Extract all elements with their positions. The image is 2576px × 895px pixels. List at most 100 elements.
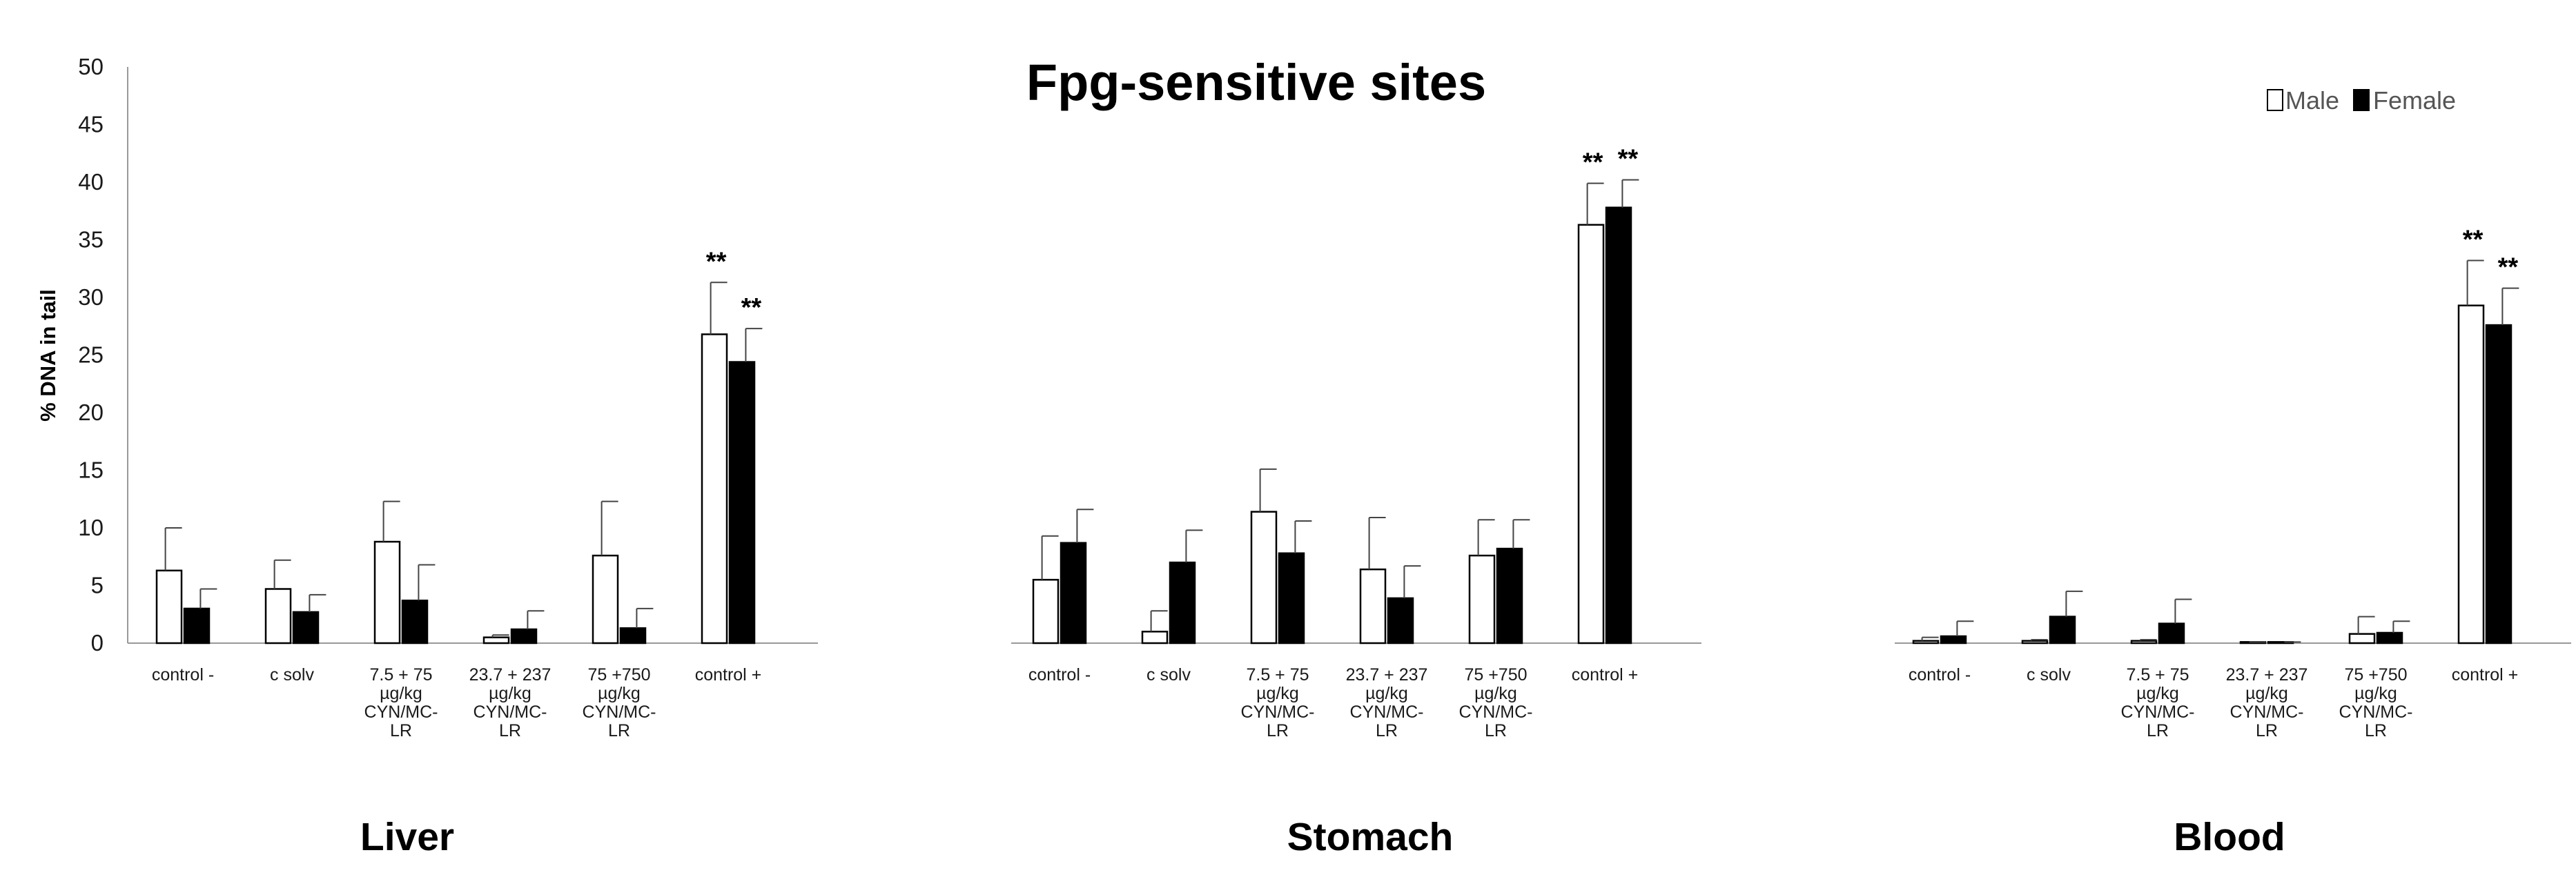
bar-stomach-5-female	[1605, 206, 1632, 645]
category-label-blood-4: µg/kg	[2354, 684, 2397, 703]
bar-blood-4-female	[2376, 631, 2403, 645]
legend-swatch-female	[2353, 89, 2370, 111]
significance-stomach-5-male: **	[1583, 148, 1603, 177]
category-label-stomach-3: LR	[1376, 721, 1398, 740]
y-tick-label-9: 45	[78, 112, 104, 137]
y-tick-label-6: 30	[78, 284, 104, 310]
bar-stomach-5-male	[1577, 224, 1605, 645]
bar-blood-2-male	[2130, 640, 2158, 645]
category-label-liver-3: µg/kg	[489, 684, 531, 703]
bar-liver-1-male	[264, 588, 292, 645]
y-tick-label-7: 35	[78, 227, 104, 253]
bar-stomach-1-female	[1169, 561, 1196, 645]
bar-blood-5-male	[2457, 304, 2485, 645]
category-label-liver-4: LR	[608, 721, 630, 740]
y-tick-label-4: 20	[78, 400, 104, 425]
category-label-blood-5: control +	[2452, 665, 2519, 685]
category-label-blood-3: µg/kg	[2245, 684, 2288, 703]
legend: Male Female	[2267, 86, 2456, 115]
significance-stomach-5-female: **	[1618, 145, 1639, 174]
bar-stomach-2-female	[1278, 552, 1305, 645]
category-label-liver-3: 23.7 + 237	[469, 665, 552, 685]
bar-liver-3-male	[482, 636, 510, 645]
chart-title: Fpg-sensitive sites	[1026, 54, 1486, 111]
category-label-liver-2: µg/kg	[380, 684, 422, 703]
bar-stomach-1-male	[1141, 631, 1169, 645]
bar-blood-1-male	[2021, 640, 2049, 645]
bar-liver-2-male	[373, 540, 401, 645]
bar-liver-4-male	[592, 554, 619, 645]
bar-liver-0-male	[155, 569, 183, 645]
y-tick-label-0: 0	[91, 630, 104, 656]
category-label-liver-1: c solv	[270, 665, 314, 685]
category-label-stomach-2: LR	[1267, 721, 1289, 740]
y-tick-label-8: 40	[78, 169, 104, 195]
category-label-blood-4: CYN/MC-	[2339, 702, 2413, 722]
category-label-liver-2: LR	[390, 721, 412, 740]
bar-stomach-3-female	[1387, 597, 1414, 645]
category-label-stomach-3: CYN/MC-	[1350, 702, 1424, 722]
category-label-liver-2: CYN/MC-	[364, 702, 438, 722]
category-label-liver-2: 7.5 + 75	[369, 665, 432, 685]
legend-label-female: Female	[2373, 86, 2456, 115]
category-label-blood-2: 7.5 + 75	[2126, 665, 2189, 685]
bar-stomach-4-female	[1496, 547, 1523, 645]
category-label-stomach-4: µg/kg	[1474, 684, 1517, 703]
bar-blood-2-female	[2158, 622, 2185, 645]
group-label-blood: Blood	[2174, 815, 2285, 859]
legend-label-male: Male	[2285, 86, 2339, 115]
y-tick-label-10: 50	[78, 54, 104, 79]
significance-blood-5-female: **	[2498, 253, 2519, 282]
significance-liver-5-male: **	[706, 247, 727, 276]
bar-blood-0-male	[1912, 640, 1940, 645]
bar-liver-4-female	[619, 627, 647, 645]
bar-stomach-0-male	[1032, 578, 1060, 645]
category-label-blood-3: LR	[2256, 721, 2278, 740]
y-tick-label-2: 10	[78, 515, 104, 540]
bar-blood-1-female	[2049, 616, 2076, 645]
category-label-liver-3: LR	[499, 721, 521, 740]
category-label-stomach-5: control +	[1572, 665, 1639, 685]
category-label-blood-3: CYN/MC-	[2230, 702, 2304, 722]
legend-swatch-male	[2267, 89, 2283, 111]
bar-liver-1-female	[292, 611, 320, 645]
category-label-stomach-3: µg/kg	[1365, 684, 1408, 703]
category-label-stomach-1: c solv	[1146, 665, 1191, 685]
significance-blood-5-male: **	[2463, 226, 2484, 255]
category-label-stomach-0: control -	[1028, 665, 1091, 685]
y-tick-label-1: 5	[91, 573, 104, 598]
category-label-liver-0: control -	[152, 665, 214, 685]
bar-blood-0-female	[1940, 635, 1967, 645]
category-label-liver-5: control +	[695, 665, 762, 685]
category-label-stomach-2: CYN/MC-	[1241, 702, 1315, 722]
bar-liver-0-female	[183, 607, 211, 645]
category-label-liver-4: µg/kg	[598, 684, 641, 703]
category-label-stomach-2: µg/kg	[1256, 684, 1299, 703]
category-label-stomach-4: CYN/MC-	[1459, 702, 1533, 722]
bar-liver-2-female	[401, 599, 429, 645]
bar-liver-5-male	[701, 333, 728, 645]
category-label-stomach-2: 7.5 + 75	[1246, 665, 1309, 685]
bar-liver-5-female	[728, 361, 756, 645]
bar-stomach-3-male	[1359, 568, 1387, 645]
bar-stomach-0-female	[1060, 542, 1087, 645]
category-label-liver-4: 75 +750	[587, 665, 650, 685]
plot-area: 0 5 10 15 20 25 30 35 40 45 50 Liver Stomach Blood con…	[78, 54, 2571, 859]
category-label-liver-3: CYN/MC-	[474, 702, 547, 722]
group-label-stomach: Stomach	[1287, 815, 1454, 859]
category-label-blood-3: 23.7 + 237	[2226, 665, 2308, 685]
category-label-blood-4: LR	[2365, 721, 2387, 740]
category-label-liver-4: CYN/MC-	[583, 702, 656, 722]
y-axis-label: % DNA in tail	[36, 289, 60, 422]
category-label-stomach-3: 23.7 + 237	[1346, 665, 1428, 685]
category-label-blood-1: c solv	[2027, 665, 2071, 685]
bar-stomach-2-male	[1250, 511, 1278, 645]
category-label-stomach-4: 75 +750	[1464, 665, 1527, 685]
bar-stomach-4-male	[1468, 554, 1496, 645]
category-label-blood-2: µg/kg	[2136, 684, 2179, 703]
bar-blood-4-male	[2348, 633, 2376, 645]
category-label-blood-2: LR	[2147, 721, 2169, 740]
bar-blood-5-female	[2485, 324, 2512, 645]
bar-liver-3-female	[510, 628, 538, 645]
category-label-blood-2: CYN/MC-	[2121, 702, 2195, 722]
